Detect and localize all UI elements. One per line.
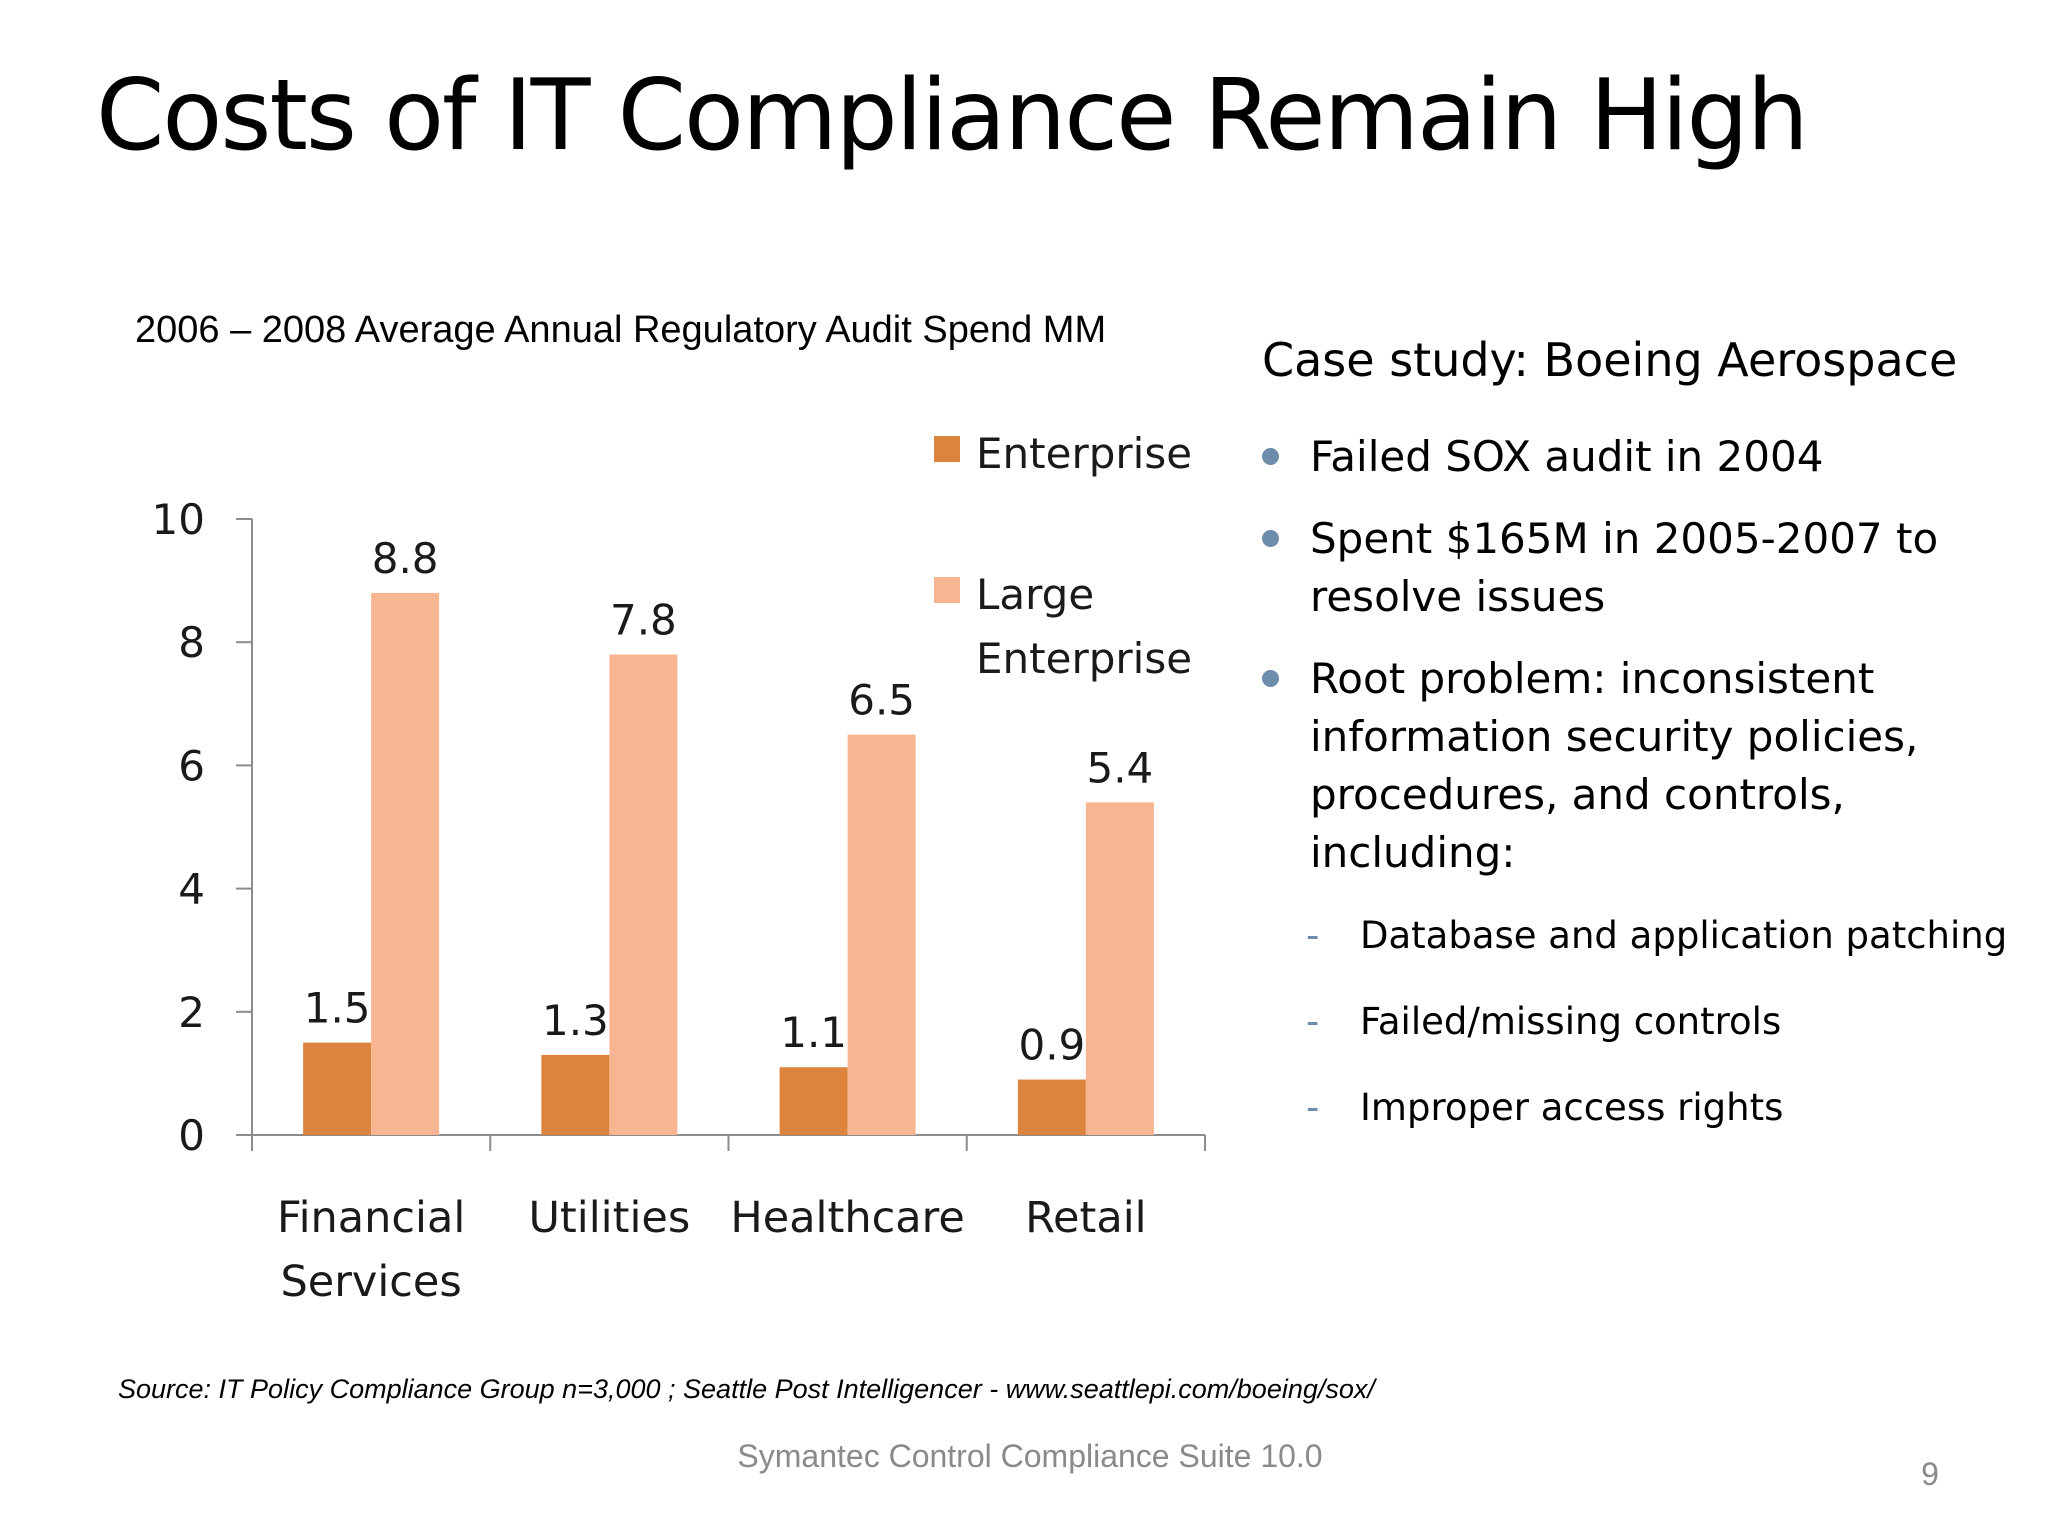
category-label: Healthcare	[730, 1193, 964, 1243]
bar	[371, 592, 440, 1135]
bar	[303, 1042, 372, 1135]
bullet-dot-icon	[1262, 448, 1279, 465]
bar	[779, 1067, 848, 1135]
bullet-item: Failed SOX audit in 2004	[1262, 428, 2032, 486]
bar-value-label: 1.5	[304, 984, 371, 1033]
bar	[1017, 1079, 1086, 1135]
sub-bullet-text: Database and application patching	[1360, 914, 2008, 957]
y-tick-label: 2	[178, 988, 205, 1037]
bar	[847, 734, 916, 1135]
y-tick-label: 8	[178, 618, 205, 667]
dash-icon: -	[1306, 1086, 1320, 1129]
page-number: 9	[1921, 1456, 1939, 1492]
case-study-bullets: Failed SOX audit in 2004 Spent $165M in …	[1262, 428, 2032, 1164]
footer-text: Symantec Control Compliance Suite 10.0	[737, 1438, 1323, 1474]
sub-bullet-item: - Improper access rights	[1262, 1078, 2032, 1138]
bullet-item: Root problem: inconsistent information s…	[1262, 650, 2032, 882]
bullet-dot-icon	[1262, 670, 1279, 687]
chart-title: 2006 – 2008 Average Annual Regulatory Au…	[135, 309, 1107, 351]
bar-value-label: 1.1	[780, 1008, 847, 1057]
bar-value-label: 1.3	[542, 996, 609, 1045]
y-tick-label: 0	[178, 1111, 205, 1160]
sub-bullet-text: Improper access rights	[1360, 1086, 1784, 1129]
bullet-text: Root problem: inconsistent information s…	[1310, 654, 1919, 877]
bar	[1085, 802, 1154, 1135]
y-tick-label: 10	[152, 495, 205, 544]
bar-value-label: 5.4	[1086, 743, 1153, 792]
case-study-title: Case study: Boeing Aerospace	[1262, 333, 1958, 387]
bar-chart: 0 2 4 6 8 10 1.5 8.8 Financial Services 1.3 7.8 Util…	[152, 429, 1206, 1307]
bullet-item: Spent $165M in 2005-2007 to resolve issu…	[1262, 510, 2032, 626]
category-label: Financial Services	[277, 1193, 465, 1307]
bar-value-label: 6.5	[848, 676, 915, 725]
legend-swatch	[934, 436, 960, 462]
legend-swatch	[934, 577, 960, 603]
bar	[609, 654, 678, 1135]
legend-label: Large Enterprise	[976, 570, 1192, 683]
bar-value-label: 0.9	[1018, 1021, 1085, 1070]
y-tick-label: 4	[178, 865, 205, 914]
bar	[541, 1054, 610, 1135]
category-label: Utilities	[528, 1193, 690, 1243]
bullet-text: Spent $165M in 2005-2007 to resolve issu…	[1310, 514, 1939, 621]
source-note: Source: IT Policy Compliance Group n=3,0…	[118, 1374, 1375, 1404]
bar-value-label: 8.8	[372, 534, 439, 583]
bullet-dot-icon	[1262, 530, 1279, 547]
y-tick-label: 6	[178, 741, 205, 790]
bullet-text: Failed SOX audit in 2004	[1310, 432, 1824, 481]
slide-title: Costs of IT Compliance Remain High	[96, 59, 1809, 173]
dash-icon: -	[1306, 1000, 1320, 1043]
dash-icon: -	[1306, 914, 1320, 957]
sub-bullet-item: - Failed/missing controls	[1262, 992, 2032, 1052]
sub-bullet-item: - Database and application patching	[1262, 906, 2032, 966]
category-label: Retail	[1025, 1193, 1147, 1243]
legend-label: Enterprise	[976, 429, 1192, 478]
bar-value-label: 7.8	[610, 596, 677, 645]
sub-bullet-text: Failed/missing controls	[1360, 1000, 1782, 1043]
